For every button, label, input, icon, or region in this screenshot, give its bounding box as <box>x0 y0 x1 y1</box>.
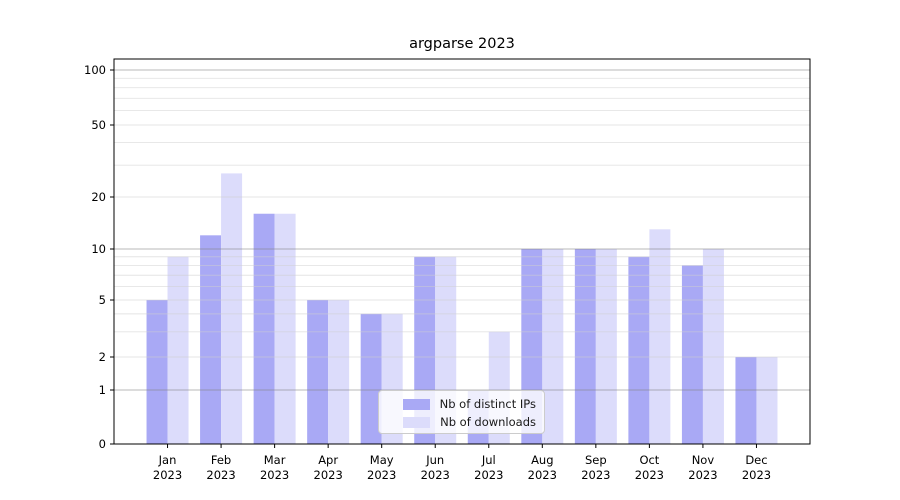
bar-downloads-feb <box>221 173 243 445</box>
x-tick-label-year-nov: 2023 <box>688 468 717 482</box>
x-tick-label-year-apr: 2023 <box>314 468 343 482</box>
legend-item-downloads: Nb of downloads <box>388 413 536 431</box>
x-tick-label-month-jan: Jan <box>158 453 177 467</box>
plot-frame <box>113 58 811 445</box>
x-tick-label-year-sep: 2023 <box>581 468 610 482</box>
x-tick-label-month-nov: Nov <box>692 453 715 467</box>
x-tick-label-year-aug: 2023 <box>528 468 557 482</box>
bar-downloads-oct <box>649 229 671 444</box>
y-tick-label-1: 1 <box>99 383 106 397</box>
bar-downloads-mar <box>274 213 296 444</box>
bar-distinct-ips-may <box>360 313 382 444</box>
bar-downloads-sep <box>595 249 617 444</box>
x-tick-label-year-oct: 2023 <box>635 468 664 482</box>
bar-distinct-ips-jan <box>146 300 168 444</box>
chart-title: argparse 2023 <box>409 36 515 52</box>
legend-label-distinct-ips: Nb of distinct IPs <box>439 397 536 411</box>
x-tick-label-month-dec: Dec <box>745 453 767 467</box>
bar-downloads-dec <box>756 357 778 444</box>
x-tick-label-year-may: 2023 <box>367 468 396 482</box>
y-tick-label-5: 5 <box>99 293 106 307</box>
legend: Nb of distinct IPs Nb of downloads <box>378 390 545 434</box>
x-tick-label-month-apr: Apr <box>318 453 338 467</box>
y-tick-label-20: 20 <box>91 190 106 204</box>
legend-swatch-downloads <box>403 416 431 428</box>
x-tick-label-month-jun: Jun <box>425 453 444 467</box>
bar-distinct-ips-apr <box>307 300 329 444</box>
bar-downloads-nov <box>702 249 724 444</box>
legend-item-distinct-ips: Nb of distinct IPs <box>388 395 536 413</box>
x-tick-label-month-sep: Sep <box>585 453 607 467</box>
x-tick-label-year-feb: 2023 <box>206 468 235 482</box>
x-tick-label-year-jan: 2023 <box>153 468 182 482</box>
bar-distinct-ips-nov <box>681 265 703 444</box>
bar-distinct-ips-mar <box>253 213 275 444</box>
legend-label-downloads: Nb of downloads <box>440 415 536 429</box>
bar-downloads-aug <box>542 249 564 444</box>
x-tick-label-year-mar: 2023 <box>260 468 289 482</box>
x-tick-label-month-may: May <box>370 453 394 467</box>
bar-distinct-ips-oct <box>628 256 650 444</box>
x-tick-label-month-jul: Jul <box>481 453 496 467</box>
y-tick-label-100: 100 <box>84 63 106 77</box>
x-tick-label-month-mar: Mar <box>264 453 286 467</box>
bar-downloads-apr <box>328 300 350 444</box>
bar-distinct-ips-dec <box>735 357 757 444</box>
y-tick-label-2: 2 <box>99 350 106 364</box>
bar-downloads-jan <box>167 256 189 444</box>
x-tick-label-month-aug: Aug <box>531 453 553 467</box>
y-tick-label-50: 50 <box>91 118 106 132</box>
y-tick-label-0: 0 <box>99 437 106 451</box>
x-tick-label-year-jul: 2023 <box>474 468 503 482</box>
x-tick-label-year-dec: 2023 <box>742 468 771 482</box>
x-tick-label-month-feb: Feb <box>211 453 231 467</box>
x-tick-label-year-jun: 2023 <box>421 468 450 482</box>
bar-distinct-ips-sep <box>574 249 596 444</box>
x-tick-label-month-oct: Oct <box>639 453 659 467</box>
y-tick-label-10: 10 <box>91 242 106 256</box>
legend-swatch-distinct-ips <box>402 398 430 410</box>
bar-distinct-ips-feb <box>200 235 222 444</box>
